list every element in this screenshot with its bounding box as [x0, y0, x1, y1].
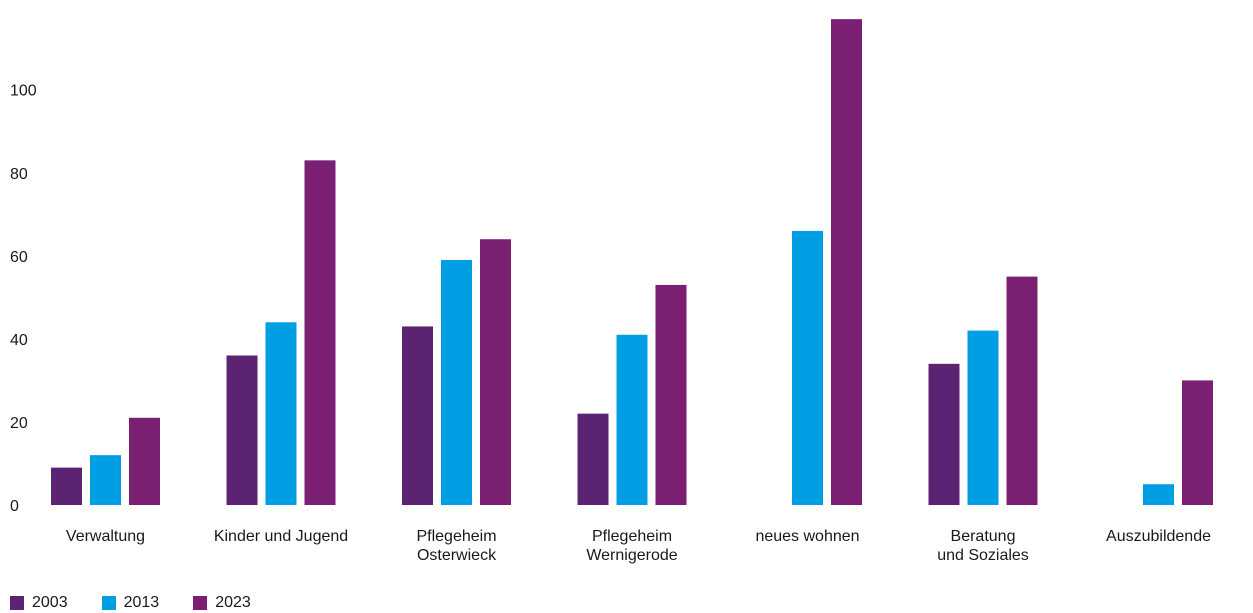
- x-category-label: Pflegeheim Osterwieck: [416, 528, 497, 564]
- bars: [51, 19, 1213, 506]
- y-tick-label: 20: [10, 415, 28, 432]
- bar-2003-2: [402, 326, 433, 505]
- bar-2023-1: [304, 160, 336, 505]
- y-tick-label: 100: [10, 83, 37, 100]
- x-category-label-line: Kinder und Jugend: [214, 528, 348, 545]
- x-category-label-line: Osterwieck: [417, 547, 497, 564]
- bar-2003-3: [577, 413, 609, 505]
- bar-2023-6: [1182, 380, 1213, 505]
- x-category-label: Kinder und Jugend: [214, 528, 348, 545]
- bar-2023-5: [1006, 276, 1038, 505]
- x-category-label-line: neues wohnen: [755, 528, 859, 545]
- x-category-label: Beratung und Soziales: [937, 528, 1029, 564]
- legend-label: 2023: [215, 594, 251, 611]
- legend: 2003 2013 2023: [10, 594, 285, 612]
- bar-2013-5: [967, 330, 999, 505]
- bar-2013-2: [441, 260, 472, 505]
- x-category-label-line: Verwaltung: [66, 528, 145, 545]
- x-category-label-line: Beratung: [951, 528, 1016, 545]
- x-category-label: Pflegeheim Wernigerode: [586, 528, 677, 564]
- legend-item-2003: 2003: [10, 594, 68, 612]
- x-category-label-line: Pflegeheim: [592, 528, 672, 545]
- y-axis-ticks: 0 20 40 60 80 100: [10, 83, 37, 515]
- y-tick-label: 60: [10, 249, 28, 266]
- x-category-label: Verwaltung: [66, 528, 145, 545]
- bar-2023-3: [655, 284, 687, 505]
- legend-item-2013: 2013: [101, 594, 160, 612]
- x-category-label-line: Pflegeheim: [416, 528, 496, 545]
- legend-label: 2003: [32, 594, 68, 611]
- y-tick-label: 80: [10, 166, 28, 183]
- bar-2023-2: [480, 239, 511, 505]
- bar-2003-1: [226, 355, 258, 505]
- legend-swatch: [193, 596, 208, 610]
- x-axis-labels: Verwaltung Kinder und Jugend Pflegeheim Ost…: [66, 528, 1211, 564]
- bar-2013-0: [90, 455, 121, 505]
- bar-2013-4: [792, 230, 823, 506]
- bar-2023-4: [831, 19, 862, 506]
- legend-item-2023: 2023: [193, 594, 251, 612]
- bar-2003-5: [928, 363, 960, 505]
- y-tick-label: 0: [10, 498, 19, 515]
- bar-2013-1: [265, 322, 297, 505]
- legend-swatch: [10, 596, 24, 610]
- y-tick-label: 40: [10, 332, 28, 349]
- bar-2013-3: [616, 334, 648, 505]
- bar-2003-0: [51, 467, 82, 505]
- bar-2023-0: [129, 417, 160, 505]
- x-category-label-line: Auszubildende: [1106, 528, 1211, 545]
- legend-label: 2013: [123, 594, 160, 611]
- x-category-label-line: Wernigerode: [586, 547, 677, 564]
- x-category-label-line: und Soziales: [937, 547, 1029, 564]
- x-category-label: Auszubildende: [1106, 528, 1211, 545]
- x-category-label: neues wohnen: [755, 528, 859, 545]
- bar-2013-6: [1143, 484, 1174, 505]
- legend-swatch: [101, 596, 116, 610]
